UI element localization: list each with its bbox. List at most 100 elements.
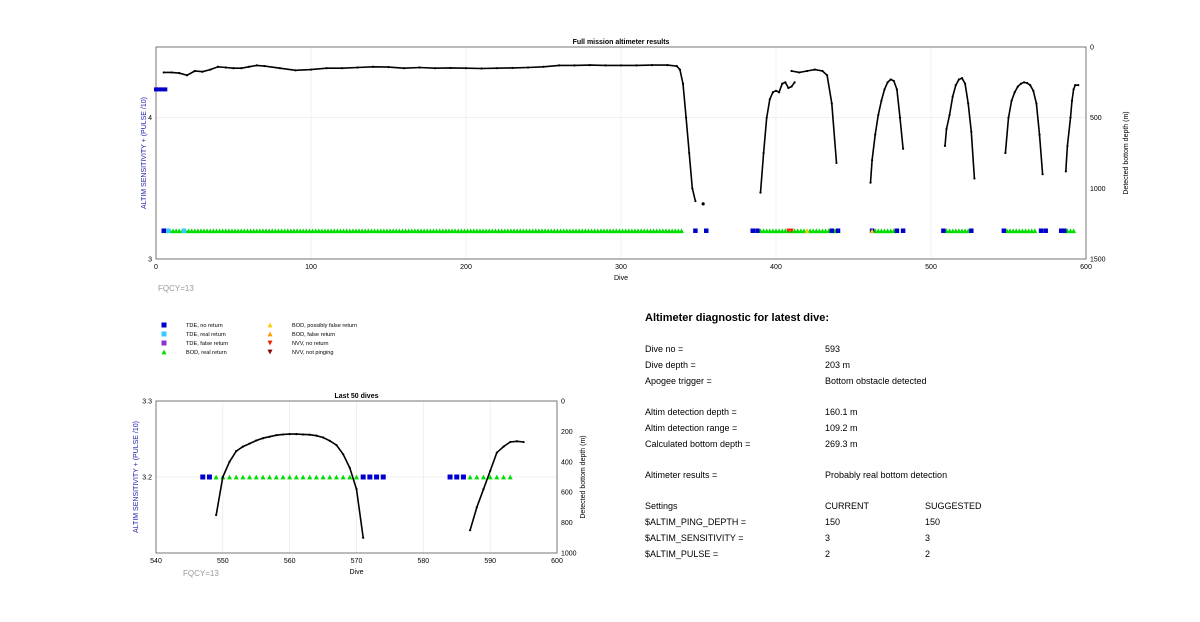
- setting-current: 3: [825, 533, 831, 543]
- depth-point: [201, 70, 204, 73]
- detect-range-row: Altim detection range = 109.2 m: [645, 420, 1165, 436]
- depth-point: [787, 86, 790, 90]
- status-marker: [213, 474, 219, 480]
- depth-point: [162, 71, 165, 74]
- x-tick-label: 600: [1080, 264, 1092, 271]
- dive-depth-label: Dive depth =: [645, 360, 696, 370]
- status-marker: [300, 474, 306, 480]
- depth-point: [232, 67, 235, 70]
- y2-tick-label: 600: [561, 490, 573, 497]
- depth-point: [511, 66, 514, 70]
- sensitivity-marker: [160, 87, 165, 92]
- depth-point: [340, 67, 344, 70]
- small-data-marks: [200, 433, 525, 539]
- depth-point: [1066, 144, 1069, 148]
- depth-point: [973, 177, 976, 180]
- status-marker: [347, 474, 353, 480]
- bod-real-marker: [1032, 228, 1038, 234]
- depth-point: [957, 78, 961, 81]
- depth-point: [515, 440, 519, 443]
- depth-point: [1077, 84, 1080, 87]
- setting-name: $ALTIM_SENSITIVITY =: [645, 533, 744, 543]
- y2-tick-label: 1500: [1090, 257, 1106, 264]
- y-tick-label: 3: [148, 257, 152, 264]
- depth-point: [619, 64, 623, 67]
- status-marker: [487, 474, 493, 480]
- suggested-label: SUGGESTED: [925, 501, 982, 511]
- depth-point: [869, 181, 872, 184]
- x-tick-label: 100: [305, 264, 317, 271]
- calc-bottom-label: Calculated bottom depth =: [645, 439, 751, 449]
- y-tick-label: 3.3: [142, 399, 152, 406]
- depth-point: [635, 64, 638, 67]
- depth-point: [960, 76, 964, 80]
- depth-point: [1007, 116, 1010, 119]
- status-marker: [704, 228, 709, 233]
- depth-point: [387, 65, 390, 69]
- results-value: Probably real bottom detection: [825, 470, 948, 480]
- setting-row: $ALTIM_SENSITIVITY = 3 3: [645, 530, 1165, 546]
- legend-marker: [161, 331, 167, 337]
- setting-name: $ALTIM_PING_DEPTH =: [645, 517, 747, 527]
- main-y-axis-label: ALTIM SENSITIVITY + (PULSE /10): [141, 97, 148, 209]
- depth-series-line: [869, 78, 904, 183]
- depth-point: [790, 85, 793, 88]
- setting-name: $ALTIM_PULSE =: [645, 549, 719, 559]
- status-marker: [750, 228, 755, 233]
- status-marker: [247, 474, 253, 480]
- x-tick-label: 300: [615, 264, 627, 271]
- status-marker: [693, 228, 698, 233]
- depth-point: [170, 71, 173, 74]
- depth-point: [321, 436, 325, 439]
- status-marker: [280, 474, 286, 480]
- depth-point: [215, 513, 218, 517]
- main-chart-title: Full mission altimeter results: [573, 39, 670, 46]
- status-marker: [260, 474, 266, 480]
- depth-point: [798, 71, 801, 74]
- legend-marker: [161, 322, 167, 328]
- depth-point: [255, 64, 258, 67]
- dive-depth-row: Dive depth = 203 m: [645, 357, 1165, 373]
- depth-point: [681, 82, 685, 85]
- status-marker: [494, 474, 500, 480]
- y2-tick-label: 0: [561, 399, 565, 406]
- y2-tick-label: 500: [1090, 115, 1102, 122]
- bod-real-marker: [1071, 228, 1077, 234]
- status-marker: [233, 474, 239, 480]
- depth-point: [335, 443, 338, 447]
- y-tick-label: 4: [148, 115, 152, 122]
- setting-suggested: 150: [925, 517, 941, 527]
- depth-point: [309, 68, 313, 71]
- depth-point: [315, 434, 318, 437]
- depth-point: [768, 98, 771, 101]
- depth-point: [221, 475, 224, 479]
- depth-point: [475, 506, 478, 509]
- depth-point: [522, 440, 525, 444]
- depth-series-line: [1004, 81, 1044, 175]
- depth-point: [898, 116, 902, 119]
- detect-range-label: Altim detection range =: [645, 423, 738, 433]
- small-fqcy-annotation: FQCY=13: [183, 569, 219, 578]
- depth-point: [790, 69, 793, 73]
- depth-point: [765, 116, 768, 119]
- small-y-axis-label: ALTIM SENSITIVITY + (PULSE /10): [133, 421, 140, 533]
- depth-point: [278, 67, 282, 70]
- status-marker: [287, 474, 293, 480]
- depth-point: [209, 68, 212, 71]
- status-marker: [869, 228, 875, 233]
- depth-point: [793, 81, 796, 84]
- dive-no-label: Dive no =: [645, 344, 684, 354]
- depth-point: [275, 434, 278, 437]
- depth-point: [224, 66, 227, 69]
- status-marker: [969, 228, 974, 233]
- legend-label: TDE, real return: [186, 332, 226, 338]
- x-tick-label: 540: [150, 558, 162, 565]
- depth-point: [1019, 82, 1023, 85]
- x-tick-label: 550: [217, 558, 229, 565]
- dive-no-row: Dive no = 593: [645, 341, 1165, 357]
- status-marker: [253, 474, 259, 480]
- status-marker: [941, 228, 946, 233]
- depth-point: [771, 91, 775, 94]
- results-row: Altimeter results = Probably real bottom…: [645, 467, 1165, 483]
- depth-point: [694, 199, 697, 203]
